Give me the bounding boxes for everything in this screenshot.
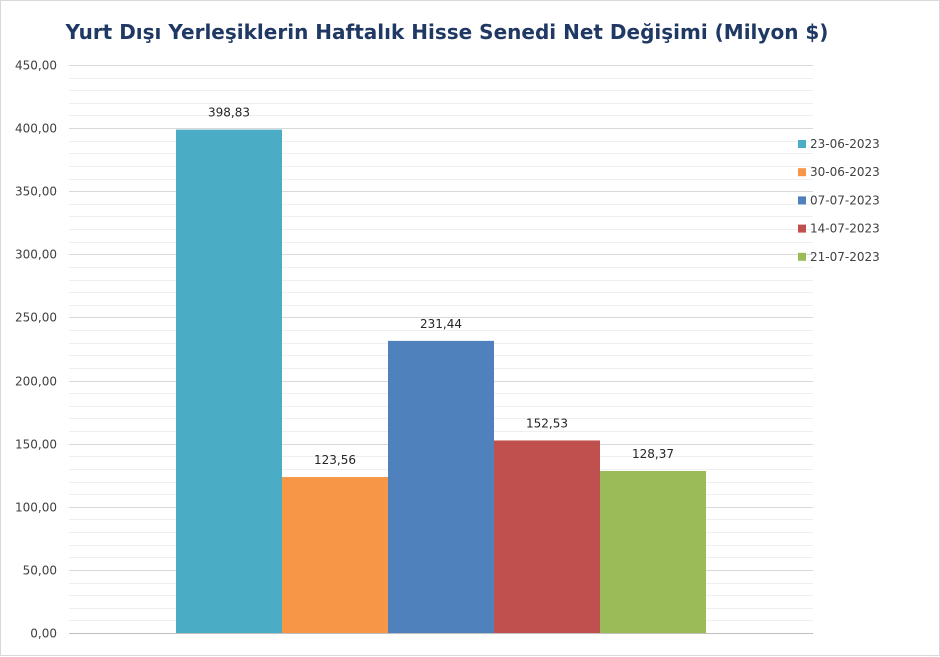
y-tick-label: 150,00: [15, 438, 57, 452]
data-label-07-07-2023: 231,44: [420, 317, 462, 331]
y-tick-label: 250,00: [15, 311, 57, 325]
bar-30-06-2023: [282, 477, 388, 633]
bar-07-07-2023: [388, 340, 494, 633]
bar-21-07-2023: [600, 470, 706, 633]
data-label-30-06-2023: 123,56: [314, 453, 356, 467]
y-axis: 0,00 50,00 100,00 150,00 200,00 250,00 300,00 3…: [15, 59, 813, 641]
y-tick-label: 300,00: [15, 248, 57, 262]
legend-label-23-06-2023: 23-06-2023: [810, 137, 880, 151]
legend: 23-06-2023 30-06-2023 07-07-2023 14-07-2023…: [798, 137, 880, 264]
legend-label-21-07-2023: 21-07-2023: [810, 250, 880, 264]
legend-swatch-23-06-2023: [798, 140, 806, 148]
data-label-23-06-2023: 398,83: [208, 106, 250, 120]
legend-swatch-07-07-2023: [798, 196, 806, 205]
bars: [176, 129, 706, 634]
y-tick-label: 0,00: [30, 627, 57, 641]
data-labels: 398,83 123,56 231,44 152,53 128,37: [208, 106, 674, 467]
legend-label-07-07-2023: 07-07-2023: [810, 193, 880, 207]
y-tick-label: 350,00: [15, 185, 57, 199]
bar-23-06-2023: [176, 129, 282, 634]
legend-swatch-14-07-2023: [798, 224, 806, 233]
y-tick-label: 200,00: [15, 375, 57, 389]
y-tick-label: 50,00: [23, 564, 57, 578]
data-label-14-07-2023: 152,53: [526, 416, 568, 430]
y-tick-label: 400,00: [15, 122, 57, 136]
legend-label-14-07-2023: 14-07-2023: [810, 222, 880, 236]
data-label-21-07-2023: 128,37: [632, 447, 674, 461]
chart-title: Yurt Dışı Yerleşiklerin Haftalık Hisse S…: [65, 20, 829, 44]
bar-14-07-2023: [494, 440, 600, 633]
legend-swatch-30-06-2023: [798, 168, 806, 177]
legend-label-30-06-2023: 30-06-2023: [810, 165, 880, 179]
y-tick-label: 100,00: [15, 501, 57, 515]
y-tick-label: 450,00: [15, 59, 57, 73]
legend-swatch-21-07-2023: [798, 252, 806, 261]
